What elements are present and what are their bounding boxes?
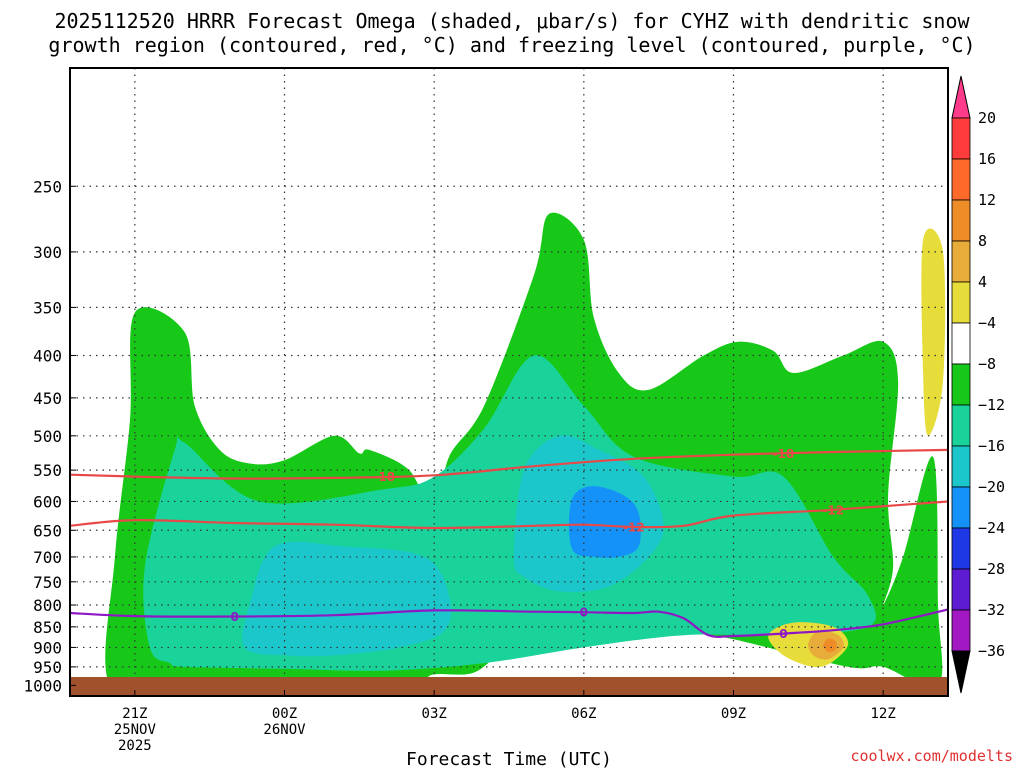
grid-lines — [70, 68, 948, 696]
x-tick-label: 03Z — [422, 706, 447, 722]
colorbar-label: 16 — [978, 150, 996, 168]
temperature-contours: -18 -18 -12 -12 0 0 0 — [70, 447, 948, 641]
y-tick-label: 750 — [33, 573, 62, 592]
x-tick-label: 2025 — [118, 738, 152, 754]
colorbar-swatch — [951, 363, 971, 406]
x-tick-label: 00Z — [272, 706, 297, 722]
colorbar-label: −32 — [978, 601, 1005, 619]
x-tick-label: 26NOV — [263, 722, 306, 738]
y-tick-label: 400 — [33, 346, 62, 365]
y-tick-label: 250 — [33, 177, 62, 196]
colorbar-swatch — [951, 486, 971, 529]
colorbar-label: −4 — [978, 314, 996, 332]
contour-label: 0 — [230, 610, 238, 624]
colorbar-label: 20 — [978, 109, 996, 127]
colorbar-label: −28 — [978, 560, 1005, 578]
y-tick-label: 650 — [33, 521, 62, 540]
colorbar-label: 8 — [978, 232, 987, 250]
contour-line — [70, 448, 948, 480]
omega-region — [568, 486, 641, 558]
colorbar-label: −16 — [978, 437, 1005, 455]
colorbar-label: −12 — [978, 396, 1005, 414]
contour-label: 0 — [779, 627, 787, 641]
colorbar-swatch — [951, 281, 971, 324]
x-tick-label: 06Z — [571, 706, 596, 722]
x-tick-label: 12Z — [870, 706, 895, 722]
x-axis-label: Forecast Time (UTC) — [406, 749, 612, 768]
colorbar-swatch — [951, 240, 971, 283]
contour-label: 0 — [580, 606, 588, 620]
y-tick-label: 550 — [33, 461, 62, 480]
colorbar-swatch — [951, 199, 971, 242]
colorbar-label: −36 — [978, 642, 1005, 660]
y-tick-label: 800 — [33, 596, 62, 615]
colorbar-swatch — [951, 404, 971, 447]
y-tick-label: 850 — [33, 618, 62, 637]
colorbar-label: 4 — [978, 273, 987, 291]
x-tick-label: 09Z — [721, 706, 746, 722]
contour-label: -18 — [773, 447, 795, 461]
colorbar-label: −24 — [978, 519, 1005, 537]
plot-area: -18 -18 -12 -12 0 0 0 — [70, 68, 948, 696]
colorbar-label: −8 — [978, 355, 996, 373]
x-tick-label: 25NOV — [114, 722, 157, 738]
colorbar: 20 16 12 8 4 −4 −8 −12 −16 −20 −24 −28 −32 −36 — [951, 75, 1005, 694]
contour-label: -12 — [623, 520, 645, 534]
y-tick-label: 350 — [33, 298, 62, 317]
x-tick-label: 21Z — [122, 706, 147, 722]
omega-shaded-regions — [105, 212, 946, 695]
y-tick-label: 500 — [33, 427, 62, 446]
colorbar-swatch — [951, 445, 971, 488]
colorbar-swatch — [951, 322, 971, 365]
colorbar-swatch — [951, 609, 971, 652]
omega-region — [921, 228, 946, 436]
y-tick-label: 1000 — [23, 676, 62, 695]
colorbar-swatch — [951, 527, 971, 570]
colorbar-swatch — [951, 568, 971, 611]
y-tick-label: 450 — [33, 389, 62, 408]
colorbar-swatch — [951, 158, 971, 201]
colorbar-swatch — [951, 117, 971, 160]
colorbar-lower-arrow — [951, 650, 971, 694]
credit-link[interactable]: coolwx.com/modelts — [850, 747, 1013, 765]
colorbar-label: 12 — [978, 191, 996, 209]
y-axis: 2503003504004505005506006507007508008509… — [23, 177, 76, 695]
y-tick-label: 300 — [33, 243, 62, 262]
contour-line — [70, 500, 948, 530]
contour-label: -12 — [822, 503, 844, 517]
ground-surface — [70, 677, 948, 696]
contour-label: -18 — [373, 470, 395, 484]
omega-region — [823, 638, 837, 653]
colorbar-upper-arrow — [951, 75, 971, 119]
y-tick-label: 950 — [33, 658, 62, 677]
contour-line — [70, 608, 948, 638]
omega-region — [242, 541, 452, 657]
chart-title-line-1: 2025112520 HRRR Forecast Omega (shaded, … — [54, 9, 970, 33]
chart-title-line-2: growth region (contoured, red, °C) and f… — [48, 33, 975, 57]
colorbar-label: −20 — [978, 478, 1005, 496]
y-tick-label: 900 — [33, 638, 62, 657]
plot-frame — [69, 67, 949, 697]
y-tick-label: 700 — [33, 548, 62, 567]
y-tick-label: 600 — [33, 492, 62, 511]
